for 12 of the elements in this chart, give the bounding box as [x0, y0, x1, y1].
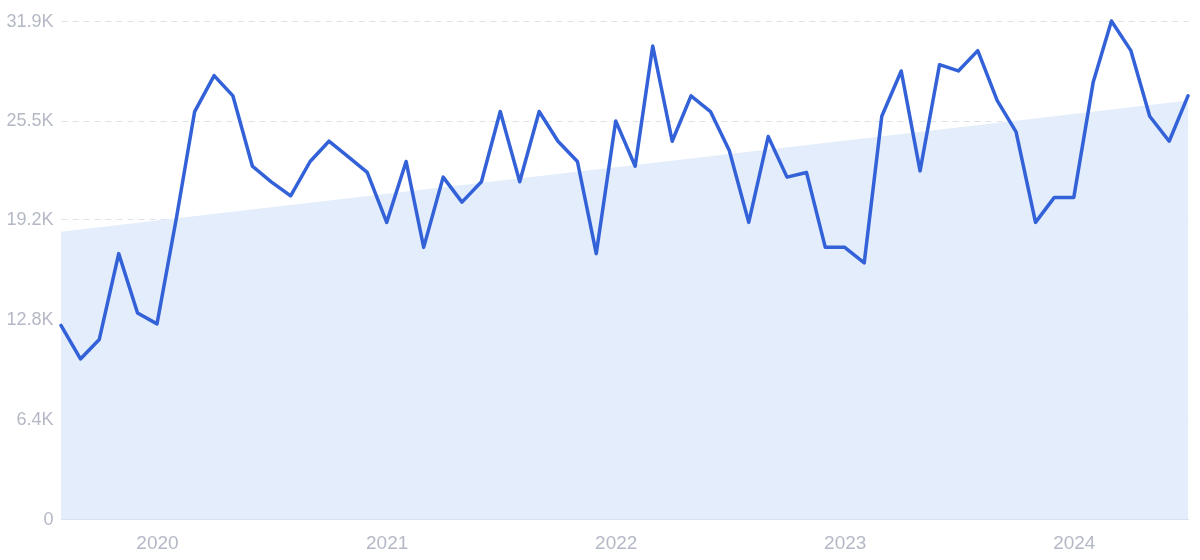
y-tick-label: 31.9K: [6, 10, 54, 31]
x-tick-label: 2022: [595, 531, 638, 553]
y-tick-label: 25.5K: [6, 110, 54, 131]
line-series: [59, 19, 1190, 361]
y-tick-label: 12.8K: [6, 308, 54, 329]
y-tick-label: 19.2K: [6, 208, 54, 229]
x-tick-label: 2021: [366, 531, 409, 553]
x-tick-label: 2023: [824, 531, 867, 553]
y-tick-label: 0: [43, 508, 54, 529]
x-tick-label: 2024: [1053, 531, 1096, 553]
y-tick-label: 6.4K: [16, 408, 54, 429]
x-tick-label: 2020: [136, 531, 179, 553]
